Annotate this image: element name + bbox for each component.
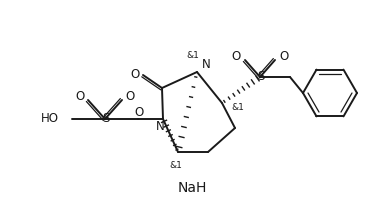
Text: O: O	[75, 91, 85, 104]
Text: O: O	[231, 50, 241, 63]
Text: O: O	[134, 105, 144, 118]
Text: NaH: NaH	[177, 181, 207, 195]
Text: HO: HO	[41, 113, 59, 126]
Text: &1: &1	[170, 160, 183, 169]
Text: N: N	[156, 119, 164, 133]
Text: S: S	[102, 113, 110, 126]
Text: O: O	[130, 67, 139, 80]
Text: S: S	[257, 71, 265, 84]
Text: N: N	[202, 59, 211, 71]
Text: &1: &1	[187, 50, 200, 59]
Text: O: O	[279, 50, 289, 63]
Text: O: O	[125, 91, 135, 104]
Text: &1: &1	[232, 104, 245, 113]
